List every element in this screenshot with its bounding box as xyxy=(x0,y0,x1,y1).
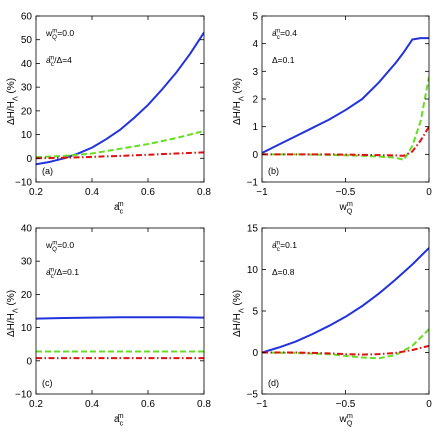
y-tick-label: 40 xyxy=(21,59,33,70)
x-tick-label: 0.2 xyxy=(29,399,43,410)
panel-3: 0.2 0.4 0.6 0.8 −10 0 10 20 30 40 acm ΔH/HΛ (%) wQm=… xyxy=(6,224,211,428)
x-tick-label: −0.5 xyxy=(336,187,356,198)
series-line-dashdot xyxy=(36,151,204,160)
y-tick-label: 5 xyxy=(252,12,258,23)
y-tick-label: 0 xyxy=(26,356,32,367)
panel-1: 0.2 0.4 0.6 0.8 −10 0 10 20 30 40 50 60 acm ΔH/HΛ (%)… xyxy=(6,12,211,216)
y-tick-label: −10 xyxy=(15,390,32,401)
x-tick-label: −1 xyxy=(256,187,268,198)
y-tick-label: −1 xyxy=(247,178,259,189)
parameter-annotation: acm/Δ=0.1 xyxy=(46,267,79,280)
y-tick-label: 40 xyxy=(21,224,33,235)
y-tick-label: 0 xyxy=(26,154,32,165)
panel-tag: (a) xyxy=(42,166,53,176)
svg-text:ΔH/HΛ (%): ΔH/HΛ (%) xyxy=(232,290,246,337)
y-tick-label: 60 xyxy=(21,12,33,23)
x-tick-label: −0.5 xyxy=(336,399,356,410)
x-tick-label: 0.2 xyxy=(29,187,43,198)
parameter-annotation: wQm=0.0 xyxy=(45,240,74,253)
parameter-annotation: acm=0.1 xyxy=(272,240,297,253)
y-axis-label: ΔH/HΛ (%) xyxy=(6,290,20,337)
y-tick-label: −10 xyxy=(15,178,32,189)
y-tick-label: 20 xyxy=(21,290,33,301)
x-axis-label: acm xyxy=(114,199,124,216)
y-axis-label: ΔH/HΛ (%) xyxy=(232,290,246,337)
x-axis-label: wQm xyxy=(339,199,353,216)
x-axis-label: wQm xyxy=(339,411,353,428)
panel-tag: (b) xyxy=(268,166,279,176)
svg-text:ΔH/HΛ (%): ΔH/HΛ (%) xyxy=(6,78,20,125)
axes-frame xyxy=(35,15,205,183)
x-tick-label: 0.6 xyxy=(141,399,155,410)
y-tick-label: 10 xyxy=(21,130,33,141)
parameter-annotation: acm/Δ=4 xyxy=(46,55,72,68)
y-tick-label: 3 xyxy=(252,67,258,78)
x-tick-label: 0.6 xyxy=(141,187,155,198)
panel-4: −1 −0.5 0 −5 0 5 10 15 wQm ΔH/HΛ (%) acm=0.1 Δ=0.8 (… xyxy=(232,224,432,428)
y-tick-label: 10 xyxy=(21,323,33,334)
series-line-dashdot xyxy=(262,344,429,356)
panel-tag: (c) xyxy=(42,378,53,388)
parameter-annotation: Δ=0.1 xyxy=(272,55,295,65)
x-tick-label: 0.4 xyxy=(85,399,99,410)
y-tick-label: −5 xyxy=(247,390,259,401)
y-tick-label: 1 xyxy=(252,122,258,133)
y-tick-label: 10 xyxy=(247,265,259,276)
y-tick-label: 5 xyxy=(252,307,258,318)
x-axis-label: acm xyxy=(114,411,124,428)
x-tick-label: −1 xyxy=(256,399,268,410)
svg-text:ΔH/HΛ (%): ΔH/HΛ (%) xyxy=(6,290,20,337)
parameter-annotation: acm=0.4 xyxy=(272,28,297,41)
panel-2: −1 −0.5 0 −1 0 1 2 3 4 5 wQm ΔH/HΛ (%) acm=0.4 Δ=0.1 (… xyxy=(232,12,432,216)
svg-text:ΔH/HΛ (%): ΔH/HΛ (%) xyxy=(232,78,246,125)
y-tick-label: 15 xyxy=(247,224,259,235)
series-line-dashed xyxy=(36,130,204,159)
x-tick-label: 0 xyxy=(426,399,432,410)
axes-frame xyxy=(261,15,430,183)
y-axis-label: ΔH/HΛ (%) xyxy=(232,78,246,125)
parameter-annotation: Δ=0.8 xyxy=(272,267,295,277)
series-line-solid xyxy=(262,247,429,354)
axes-frame xyxy=(261,227,430,395)
y-tick-label: 50 xyxy=(21,35,33,46)
y-tick-label: 30 xyxy=(21,83,33,94)
y-tick-label: 20 xyxy=(21,106,33,117)
series-line-dashdot xyxy=(262,126,429,157)
y-tick-label: 2 xyxy=(252,95,258,106)
y-tick-label: 0 xyxy=(252,348,258,359)
y-tick-label: 30 xyxy=(21,257,33,268)
series-line-solid xyxy=(36,32,204,166)
series-line-solid xyxy=(262,37,429,154)
series-line-dashed xyxy=(262,328,429,360)
y-axis-label: ΔH/HΛ (%) xyxy=(6,78,20,125)
y-tick-label: 0 xyxy=(252,150,258,161)
series-line-dashed xyxy=(262,76,429,161)
y-tick-label: 4 xyxy=(252,39,258,50)
x-tick-label: 0 xyxy=(426,187,432,198)
x-tick-label: 0.4 xyxy=(85,187,99,198)
parameter-annotation: wQm=0.0 xyxy=(45,28,74,41)
x-tick-label: 0.8 xyxy=(197,399,211,410)
axes-frame xyxy=(35,227,205,395)
x-tick-label: 0.8 xyxy=(197,187,211,198)
series-line-solid xyxy=(36,316,204,320)
panel-tag: (d) xyxy=(268,378,279,388)
